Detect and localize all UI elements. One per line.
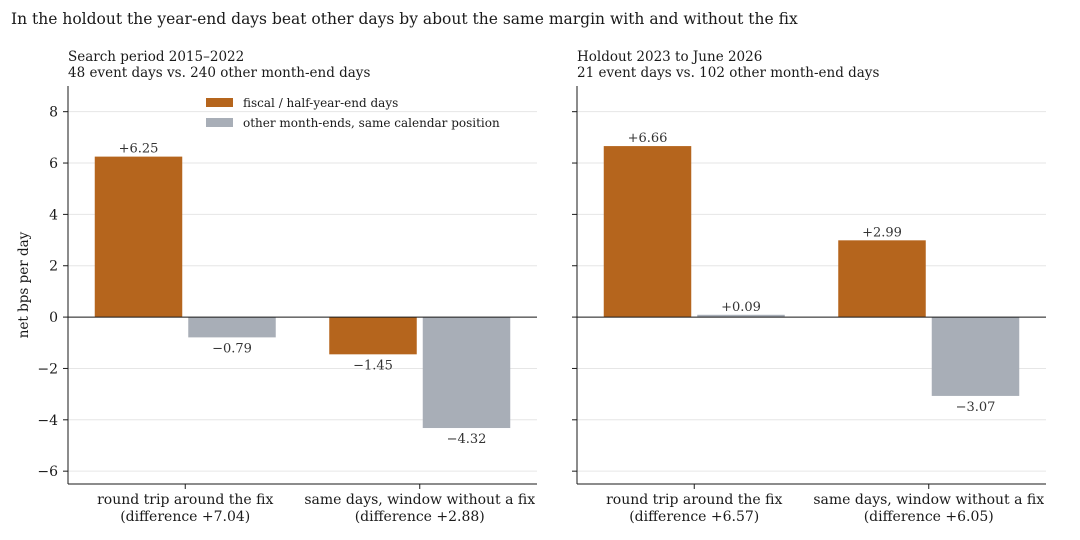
bar-value-label: +6.66 — [628, 131, 668, 146]
panel-title: Search period 2015–2022 — [68, 49, 244, 65]
y-tick-label: 8 — [49, 105, 58, 121]
bar-event — [329, 317, 417, 355]
legend-label: fiscal / half-year-end days — [243, 96, 398, 110]
y-tick-label: −6 — [37, 464, 58, 480]
bar-event — [94, 156, 183, 318]
bar-value-label: +6.25 — [119, 142, 159, 157]
x-tick-label: round trip around the fix — [606, 492, 782, 508]
x-tick-sublabel: (difference +7.04) — [120, 509, 250, 525]
legend-swatch — [206, 98, 233, 107]
figure-suptitle: In the holdout the year-end days beat ot… — [11, 10, 798, 28]
y-tick-label: −2 — [37, 361, 58, 377]
bar-value-label: −3.07 — [956, 400, 996, 415]
chart-legend: fiscal / half-year-end days other month-e… — [206, 96, 500, 130]
y-tick-label: 6 — [49, 156, 58, 172]
x-tick-sublabel: (difference +6.57) — [629, 509, 759, 525]
x-tick-label: same days, window without a fix — [813, 492, 1044, 508]
x-tick-sublabel: (difference +2.88) — [355, 509, 485, 525]
bar-value-label: −4.32 — [447, 432, 487, 447]
y-tick-label: 2 — [49, 259, 58, 275]
bar-other — [697, 314, 785, 318]
bar-value-label: +0.09 — [721, 300, 761, 315]
panel-subtitle: 21 event days vs. 102 other month-end da… — [577, 65, 879, 81]
bar-event — [603, 146, 692, 318]
y-tick-label: −4 — [37, 413, 58, 429]
x-tick-label: same days, window without a fix — [304, 492, 535, 508]
x-tick-sublabel: (difference +6.05) — [864, 509, 994, 525]
legend-swatch — [206, 118, 233, 127]
bar-event — [838, 240, 926, 318]
bar-other — [931, 317, 1020, 396]
panel-title: Holdout 2023 to June 2026 — [577, 49, 762, 65]
x-tick-label: round trip around the fix — [97, 492, 273, 508]
y-axis-label: net bps per day — [16, 231, 32, 338]
bar-other — [422, 317, 511, 429]
legend-label: other month-ends, same calendar position — [243, 116, 500, 130]
y-tick-label: 0 — [49, 310, 58, 326]
bar-value-label: −0.79 — [212, 341, 252, 356]
bar-other — [188, 317, 276, 338]
bar-value-label: +2.99 — [862, 225, 902, 240]
bar-value-label: −1.45 — [353, 358, 393, 373]
y-tick-label: 4 — [49, 207, 58, 223]
panel-subtitle: 48 event days vs. 240 other month-end da… — [68, 65, 370, 81]
